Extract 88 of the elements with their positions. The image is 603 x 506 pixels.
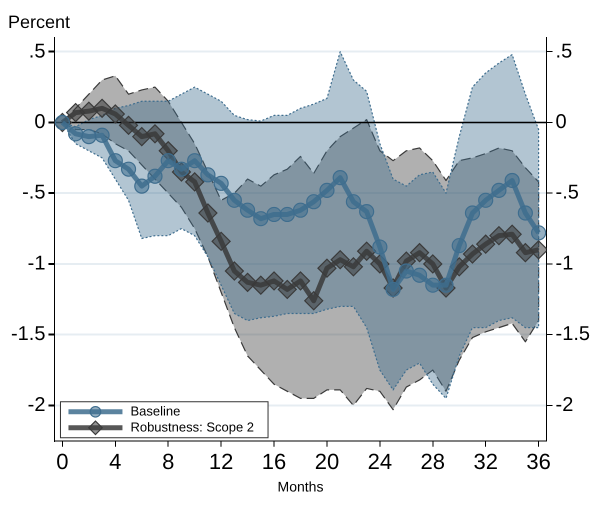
point <box>425 278 440 293</box>
point <box>118 116 138 135</box>
point <box>238 272 258 292</box>
point <box>94 128 110 143</box>
point <box>92 98 112 118</box>
point <box>187 153 202 168</box>
point <box>253 211 268 226</box>
point <box>489 226 509 246</box>
point <box>423 254 442 274</box>
point <box>160 153 176 168</box>
point <box>476 234 496 254</box>
x-tick-label: 32 <box>473 449 498 474</box>
point <box>292 202 308 218</box>
point <box>306 194 322 210</box>
point <box>317 258 337 278</box>
point <box>214 176 229 191</box>
point <box>224 261 244 281</box>
y-tick-label: .5 <box>28 40 46 62</box>
point <box>134 178 150 194</box>
point <box>346 194 362 210</box>
y-axis-title: Percent <box>8 12 70 32</box>
x-tick-label: 24 <box>368 449 392 474</box>
point <box>412 268 428 283</box>
point <box>240 202 256 218</box>
point <box>478 192 494 208</box>
point <box>452 238 467 254</box>
point <box>68 126 84 142</box>
point <box>185 172 204 192</box>
point <box>278 280 297 300</box>
legend-label: Baseline <box>130 403 180 418</box>
point <box>344 257 364 276</box>
point <box>531 225 546 240</box>
point <box>81 129 96 144</box>
point <box>145 124 165 144</box>
y2-tick-label: -2 <box>556 394 574 416</box>
point <box>398 263 414 279</box>
y2-tick-label: -1 <box>556 252 574 274</box>
point <box>319 182 335 198</box>
point <box>464 205 480 221</box>
x-tick-label: 36 <box>526 449 551 474</box>
point <box>280 206 295 222</box>
point <box>290 271 310 291</box>
y2-tick-label: .5 <box>556 40 572 62</box>
point <box>120 162 136 177</box>
y-tick-label: -.5 <box>22 182 46 204</box>
point <box>147 168 163 184</box>
point <box>251 276 270 295</box>
y-tick-label: -2 <box>28 394 46 416</box>
point <box>200 167 216 182</box>
point <box>332 170 348 186</box>
point <box>357 242 376 261</box>
y-tick-label: -1 <box>28 252 46 274</box>
point <box>132 127 152 146</box>
point <box>330 250 350 270</box>
point <box>516 243 535 262</box>
point <box>264 271 284 291</box>
y2-tick-label: -.5 <box>556 182 579 204</box>
y2-tick-label: 0 <box>556 111 567 133</box>
point <box>410 243 430 262</box>
point <box>491 182 507 198</box>
x-tick-label: 12 <box>208 449 234 474</box>
point <box>79 102 98 121</box>
point <box>106 104 125 124</box>
x-tick-label: 8 <box>162 449 174 474</box>
point <box>266 206 282 222</box>
point <box>198 203 218 223</box>
y-tick-label: -1.5 <box>10 323 46 346</box>
point <box>504 172 520 188</box>
point <box>462 244 482 264</box>
point <box>502 224 522 244</box>
point <box>304 291 324 310</box>
point <box>372 239 388 255</box>
x-tick-label: 28 <box>420 449 446 474</box>
point <box>66 102 86 122</box>
x-tick-label: 0 <box>56 449 69 474</box>
y2-tick-label: -1.5 <box>556 323 590 346</box>
point <box>518 205 533 221</box>
legend-label: Robustness: Scope 2 <box>130 419 254 434</box>
point <box>359 204 374 220</box>
point <box>212 232 231 251</box>
point <box>226 192 242 208</box>
y-tick-label: 0 <box>34 111 46 133</box>
point <box>529 240 547 260</box>
point <box>108 153 123 168</box>
x-tick-label: 16 <box>262 449 286 474</box>
x-tick-label: 4 <box>109 449 122 474</box>
x-axis-title: Months <box>278 478 324 494</box>
x-tick-label: 20 <box>314 449 340 474</box>
